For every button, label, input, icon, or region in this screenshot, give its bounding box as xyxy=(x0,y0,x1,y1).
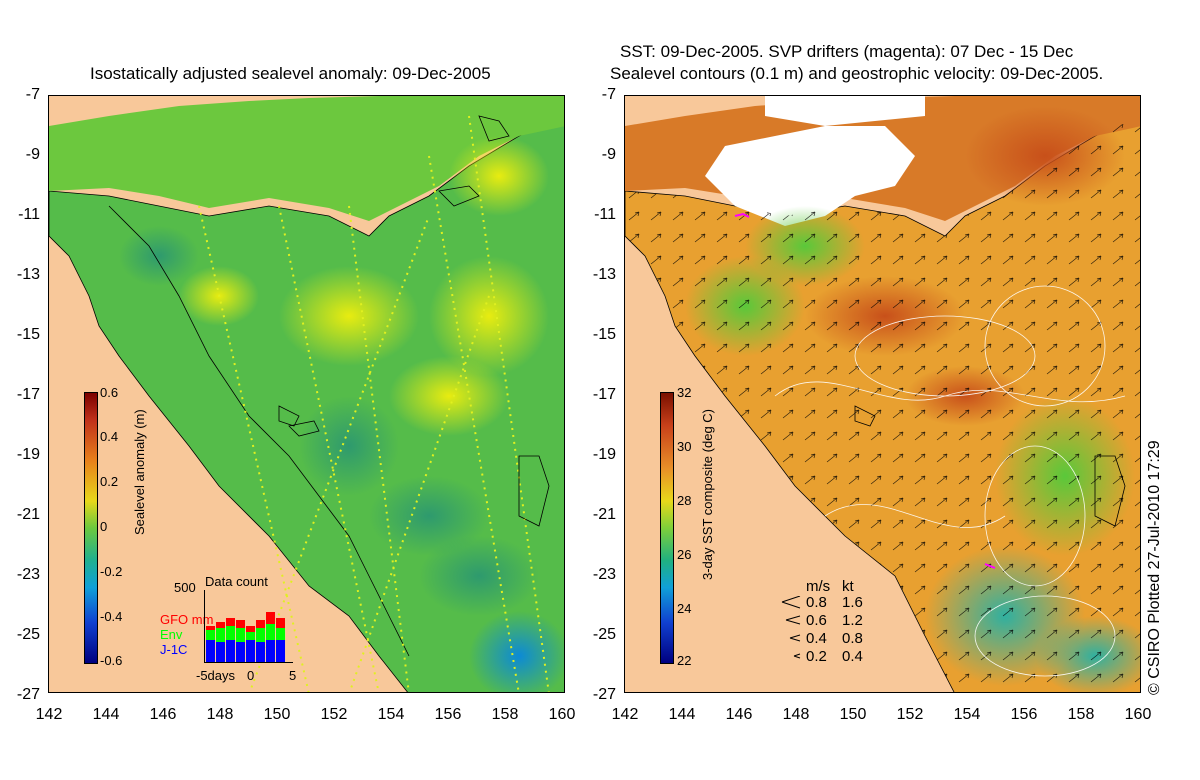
data-count-legend-env: Env xyxy=(160,627,183,642)
sst-colorbar-title: 3-day SST composite (deg C) xyxy=(700,409,715,580)
velocity-legend-kt: 0.8 xyxy=(842,630,863,647)
colorbar-tick: -0.2 xyxy=(100,564,123,579)
sealevel-colorbar-title: Sealevel anomaly (m) xyxy=(132,409,147,535)
y-tick: -7 xyxy=(25,86,40,103)
velocity-legend-kt: 1.6 xyxy=(842,594,863,611)
colorbar-tick: 0.2 xyxy=(100,474,119,489)
y-tick: -19 xyxy=(592,446,616,463)
x-tick: 144 xyxy=(668,706,696,723)
y-tick: -9 xyxy=(601,146,616,163)
right-panel-title-line1: SST: 09-Dec-2005. SVP drifters (magenta)… xyxy=(620,42,1074,61)
velocity-legend-ms: 0.4 xyxy=(806,630,827,647)
x-tick: 154 xyxy=(377,706,405,723)
credit-label: © CSIRO Plotted 27-Jul-2010 17:29 xyxy=(1146,440,1163,695)
y-tick: -27 xyxy=(592,686,616,703)
x-tick: 152 xyxy=(320,706,348,723)
velocity-legend-kt: 0.4 xyxy=(842,648,863,665)
y-tick: -25 xyxy=(592,626,616,643)
velocity-legend-arrows xyxy=(781,596,801,659)
colorbar-tick: 0.4 xyxy=(100,429,119,444)
colorbar-tick: 0 xyxy=(100,519,108,534)
y-tick: -25 xyxy=(16,626,40,643)
x-tick: 160 xyxy=(1124,706,1152,723)
data-count-legend-gfo: GFO mm xyxy=(160,612,214,627)
colorbar-tick: 30 xyxy=(677,439,692,454)
velocity-legend-ms: 0.6 xyxy=(806,612,827,629)
colorbar-tick: -0.4 xyxy=(100,609,123,624)
data-count-xlabel-mid: 0 xyxy=(247,668,255,683)
colorbar-tick: -0.6 xyxy=(100,653,123,668)
x-tick: 148 xyxy=(782,706,810,723)
y-tick: -11 xyxy=(18,206,40,223)
y-tick: -13 xyxy=(16,266,40,283)
colorbar-tick: 28 xyxy=(677,493,692,508)
x-tick: 160 xyxy=(548,706,576,723)
y-tick: -11 xyxy=(594,206,616,223)
x-tick: 150 xyxy=(839,706,867,723)
left-panel-title: Isostatically adjusted sealevel anomaly:… xyxy=(90,64,491,83)
velocity-legend-ms: 0.8 xyxy=(806,594,827,611)
velocity-legend-ms: 0.2 xyxy=(806,648,827,665)
x-tick: 146 xyxy=(725,706,753,723)
x-tick: 142 xyxy=(35,706,63,723)
sst-colorbar xyxy=(660,392,674,664)
y-tick: -23 xyxy=(592,566,616,583)
data-count-bars xyxy=(206,612,285,662)
sst-velocity-map xyxy=(624,95,1141,693)
data-count-chart xyxy=(204,590,293,663)
data-count-legend-j1c: J-1C xyxy=(160,642,188,657)
x-tick: 144 xyxy=(92,706,120,723)
data-count-xlabel-start: -5days xyxy=(196,668,236,683)
y-tick: -17 xyxy=(16,386,40,403)
right-panel-title-line2: Sealevel contours (0.1 m) and geostrophi… xyxy=(610,64,1104,83)
y-tick: -15 xyxy=(592,326,616,343)
x-tick: 148 xyxy=(206,706,234,723)
colorbar-tick: 32 xyxy=(677,385,692,400)
sealevel-colorbar xyxy=(84,392,98,664)
x-tick: 154 xyxy=(953,706,981,723)
data-count-title: Data count xyxy=(205,574,268,589)
x-tick: 158 xyxy=(1067,706,1095,723)
data-count-max-label: 500 xyxy=(174,580,196,595)
velocity-legend-header-ms: m/s xyxy=(806,578,831,595)
y-tick: -7 xyxy=(601,86,616,103)
colorbar-tick: 26 xyxy=(677,547,692,562)
colorbar-tick: 0.6 xyxy=(100,385,119,400)
x-tick: 152 xyxy=(896,706,924,723)
velocity-legend-kt: 1.2 xyxy=(842,612,863,629)
y-tick: -23 xyxy=(16,566,40,583)
sealevel-anomaly-map xyxy=(48,95,565,693)
y-tick: -13 xyxy=(592,266,616,283)
y-tick: -17 xyxy=(592,386,616,403)
y-tick: -21 xyxy=(16,506,40,523)
x-tick: 142 xyxy=(611,706,639,723)
y-tick: -15 xyxy=(16,326,40,343)
x-tick: 156 xyxy=(1010,706,1038,723)
y-tick: -27 xyxy=(16,686,40,703)
x-tick: 158 xyxy=(491,706,519,723)
x-tick: 156 xyxy=(434,706,462,723)
x-tick: 150 xyxy=(263,706,291,723)
velocity-legend-header-kt: kt xyxy=(842,578,854,595)
data-count-xlabel-end: 5 xyxy=(289,668,297,683)
colorbar-tick: 22 xyxy=(677,653,692,668)
y-tick: -9 xyxy=(25,146,40,163)
colorbar-tick: 24 xyxy=(677,601,692,616)
y-tick: -19 xyxy=(16,446,40,463)
y-tick: -21 xyxy=(592,506,616,523)
x-tick: 146 xyxy=(149,706,177,723)
